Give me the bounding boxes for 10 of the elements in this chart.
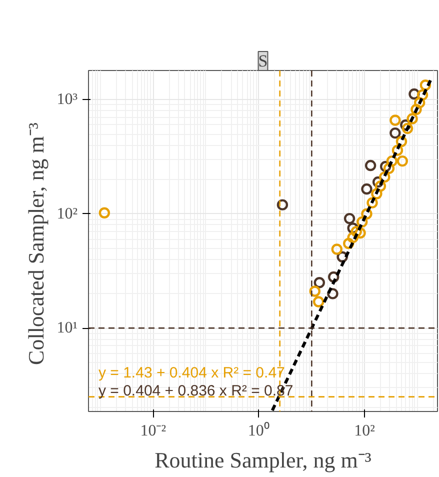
x-tick-label: 10² (354, 422, 376, 440)
y-tick-label: 10² (56, 205, 78, 222)
annotation: y = 1.43 + 0.404 x R² = 0.47 (98, 364, 285, 382)
x-tick-label: 10⁰ (248, 422, 270, 440)
x-tick-label: 10⁻² (140, 422, 166, 440)
y-axis-title: Collocated Sampler, ng m⁻³ (24, 122, 49, 365)
x-axis-title: Routine Sampler, ng m⁻³ (154, 448, 372, 472)
chart-title: S (258, 52, 268, 70)
y-tick-label: 10¹ (56, 320, 78, 337)
y-tick-label: 10³ (56, 91, 78, 108)
